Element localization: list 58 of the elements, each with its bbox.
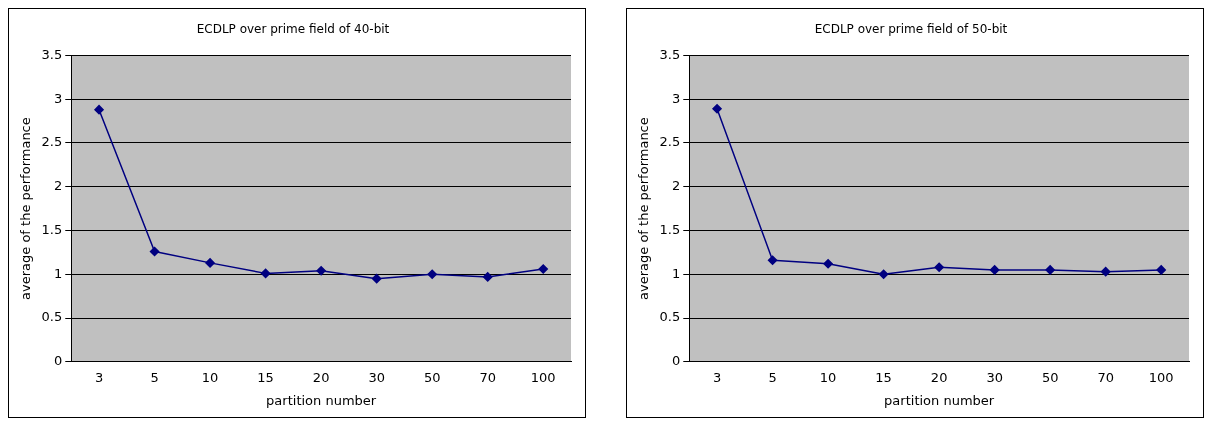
y-tick-label: 0: [671, 353, 681, 369]
point: [823, 259, 833, 269]
point: [205, 258, 215, 268]
point: [316, 266, 326, 276]
y-tick-label: 3: [53, 90, 63, 106]
y-tick-label: 3.5: [41, 46, 63, 62]
x-tick-label: 15: [875, 369, 892, 385]
point: [94, 104, 104, 115]
x-tick-label: 50: [1041, 369, 1059, 385]
point: [1045, 265, 1055, 275]
y-tick-label: 1.5: [41, 221, 63, 237]
y-tick-label: 2.5: [659, 134, 681, 150]
point: [878, 269, 889, 280]
x-tick-label: 70: [479, 369, 496, 385]
point: [1156, 265, 1166, 275]
y-tick-label: 0: [53, 353, 63, 369]
x-tick-label: 50: [423, 369, 441, 385]
y-tick-label: 3.5: [659, 46, 681, 62]
x-tick-label: 10: [819, 369, 837, 385]
point: [1100, 266, 1111, 277]
y-tick-label: 1: [53, 265, 63, 281]
point: [482, 272, 493, 282]
point: [767, 255, 778, 265]
chart-title: ECDLP over prime field of 50-bit: [814, 22, 1008, 37]
point: [260, 268, 271, 279]
x-tick-label: 5: [768, 369, 777, 385]
y-tick-label: 2.5: [41, 134, 63, 150]
x-axis-title: partition number: [266, 392, 377, 408]
x-axis-title: partition number: [884, 392, 995, 408]
x-tick-label: 10: [201, 369, 219, 385]
x-tick-label: 20: [312, 369, 330, 385]
x-tick-label: 100: [1148, 369, 1174, 385]
x-tick-label: 3: [712, 369, 722, 385]
y-tick-label: 1.5: [659, 221, 681, 237]
y-axis-title: average of the performance: [636, 117, 652, 300]
point: [538, 264, 548, 274]
point: [712, 104, 722, 114]
point: [371, 273, 382, 284]
point: [934, 262, 944, 272]
point: [427, 269, 437, 280]
x-tick-label: 15: [257, 369, 274, 385]
point: [149, 246, 160, 257]
chart-title: ECDLP over prime field of 40-bit: [196, 22, 390, 37]
x-tick-label: 30: [986, 369, 1003, 385]
x-tick-label: 20: [930, 369, 948, 385]
point: [989, 265, 1000, 275]
x-tick-label: 5: [150, 369, 159, 385]
y-axis-title: average of the performance: [18, 117, 34, 300]
y-tick-label: 2: [671, 178, 681, 194]
x-tick-label: 3: [94, 369, 104, 385]
y-tick-label: 1: [671, 265, 681, 281]
y-tick-label: 0.5: [659, 309, 681, 325]
y-tick-label: 0.5: [41, 309, 63, 325]
x-tick-label: 100: [530, 369, 556, 385]
y-tick-label: 2: [53, 178, 63, 194]
x-tick-label: 70: [1097, 369, 1114, 385]
y-tick-label: 3: [671, 90, 681, 106]
x-tick-label: 30: [368, 369, 385, 385]
